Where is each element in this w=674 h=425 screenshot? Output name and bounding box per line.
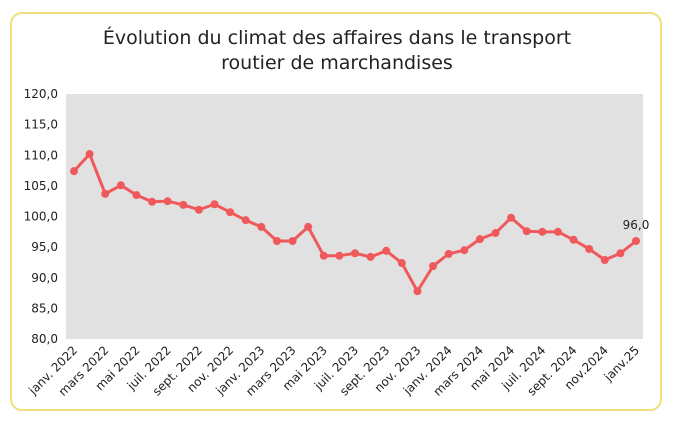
data-point — [101, 189, 110, 198]
data-point — [522, 227, 531, 236]
data-point — [226, 208, 235, 217]
data-point — [210, 200, 219, 209]
data-point — [600, 255, 609, 264]
data-point — [569, 235, 578, 244]
data-point — [632, 237, 640, 245]
data-point — [163, 197, 172, 206]
y-tick-label: 110,0 — [24, 148, 58, 162]
y-tick-label: 105,0 — [24, 179, 58, 193]
data-point — [382, 246, 391, 255]
y-tick-label: 100,0 — [24, 210, 58, 224]
data-point — [116, 181, 125, 190]
data-point — [429, 262, 438, 271]
data-point — [553, 227, 562, 236]
data-point — [413, 287, 422, 296]
data-point — [616, 249, 625, 258]
y-tick-label: 115,0 — [24, 118, 58, 132]
data-point — [351, 249, 359, 258]
data-point — [272, 237, 281, 245]
data-point — [194, 205, 203, 214]
y-tick-label: 120,0 — [24, 87, 58, 101]
data-point — [304, 222, 313, 231]
y-tick-label: 80,0 — [31, 332, 58, 346]
plot-area — [66, 94, 643, 339]
y-tick-label: 90,0 — [31, 271, 58, 285]
y-tick-label: 95,0 — [31, 240, 58, 254]
data-point — [491, 229, 500, 238]
chart-title-line-2: routier de marchandises — [221, 52, 453, 74]
data-point — [70, 167, 78, 176]
data-point — [288, 237, 297, 245]
data-point — [397, 259, 406, 268]
data-point — [335, 251, 344, 260]
data-label: 96,0 — [623, 218, 650, 232]
y-tick-label: 85,0 — [31, 301, 58, 315]
data-point — [148, 197, 157, 206]
data-point — [585, 244, 594, 253]
data-point — [475, 235, 484, 244]
data-point — [179, 200, 188, 209]
data-point — [444, 249, 453, 258]
data-point — [507, 213, 516, 222]
data-point — [460, 246, 469, 255]
chart-title: Évolution du climat des affaires dans le… — [0, 26, 674, 76]
data-point — [85, 150, 94, 159]
data-point — [366, 252, 375, 261]
chart-title-line-1: Évolution du climat des affaires dans le… — [102, 27, 572, 49]
data-point — [538, 227, 547, 236]
data-point — [257, 222, 266, 231]
data-point — [241, 216, 250, 225]
data-point — [319, 251, 328, 260]
data-point — [132, 191, 141, 200]
